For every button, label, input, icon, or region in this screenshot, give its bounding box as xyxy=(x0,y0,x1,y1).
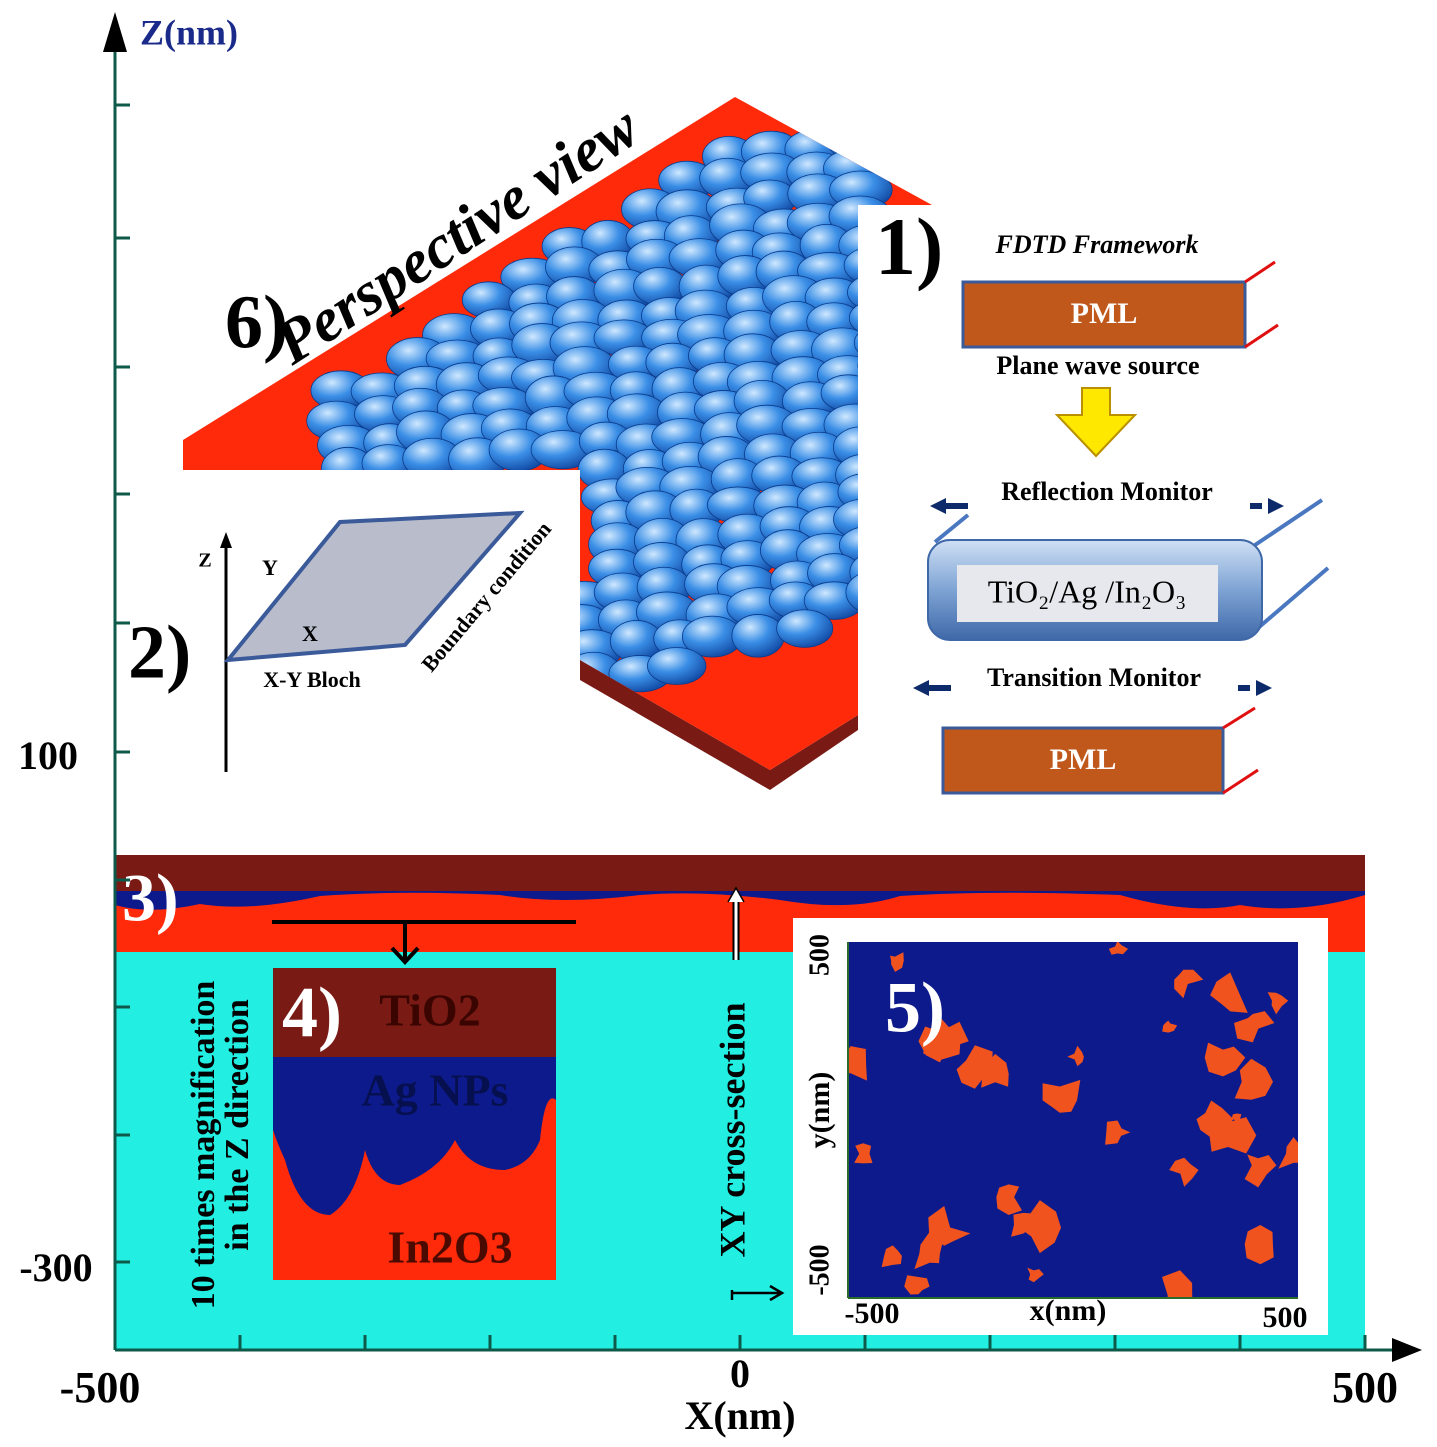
tick-label: -500 xyxy=(60,1363,141,1412)
axis-label: X xyxy=(302,621,318,646)
tick-label: 500 xyxy=(1263,1301,1308,1334)
box-label: TiO₂/Ag /In₂O₃ xyxy=(988,573,1187,609)
island xyxy=(1245,1225,1274,1264)
tick-label: 500 xyxy=(804,934,835,976)
axis-label: Z xyxy=(198,550,211,572)
annotation: X-Y Bloch xyxy=(263,667,361,692)
tick-label: -500 xyxy=(845,1297,900,1330)
annotation: Transition Monitor xyxy=(987,663,1201,692)
tick-label: 100 xyxy=(18,733,78,778)
annotation: Plane wave source xyxy=(996,351,1199,380)
box-label: PML xyxy=(1071,297,1138,330)
annotation: Reflection Monitor xyxy=(1001,477,1213,506)
nanoparticle xyxy=(732,614,784,657)
axis-label: x(nm) xyxy=(1030,1294,1107,1327)
panel-label: 5) xyxy=(885,968,945,1048)
layer-label: TiO2 xyxy=(379,985,480,1036)
annotation: XY cross-section xyxy=(712,1003,752,1258)
annotation: 10 times magnification xyxy=(185,981,222,1310)
tick-label: 500 xyxy=(1332,1363,1398,1412)
tio2-layer xyxy=(115,855,1365,891)
x-arrow xyxy=(1392,1338,1422,1362)
figure: 3) 10 times magnification in the Z direc… xyxy=(0,0,1437,1447)
panel-title: FDTD Framework xyxy=(995,230,1199,259)
axis-label: Y xyxy=(262,555,278,580)
axis-label: y(nm) xyxy=(803,1072,836,1149)
tick-label: 0 xyxy=(730,1351,750,1396)
z-arrow xyxy=(103,12,127,52)
panel-label: 4) xyxy=(282,973,342,1053)
panel-label: 2) xyxy=(128,610,191,694)
nanoparticle xyxy=(647,648,705,685)
layer-label: In2O3 xyxy=(387,1222,512,1273)
axis-label: X(nm) xyxy=(684,1393,795,1438)
tick-label: -500 xyxy=(804,1244,835,1295)
panel-label: 3) xyxy=(122,860,179,936)
annotation: in the Z direction xyxy=(219,999,256,1251)
tick-label: -300 xyxy=(19,1245,92,1290)
box-label: PML xyxy=(1050,743,1117,776)
nanoparticle xyxy=(777,610,833,648)
axis-label: Z(nm) xyxy=(140,12,238,52)
panel-label: 1) xyxy=(875,201,943,292)
layer-label: Ag NPs xyxy=(362,1065,509,1116)
